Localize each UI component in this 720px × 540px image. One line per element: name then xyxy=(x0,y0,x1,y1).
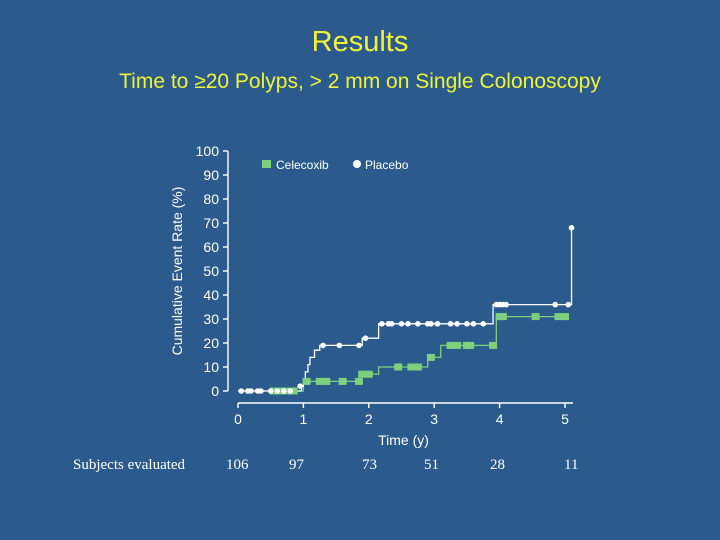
celecoxib-marker xyxy=(489,341,498,349)
celecoxib-marker xyxy=(358,370,367,378)
x-tick-label: 4 xyxy=(496,411,504,427)
placebo-marker xyxy=(297,383,303,390)
y-tick-label: 10 xyxy=(203,359,219,375)
y-tick-label: 80 xyxy=(203,191,219,207)
celecoxib-marker xyxy=(302,377,311,385)
placebo-marker xyxy=(238,388,245,394)
y-axis-label: Cumulative Event Rate (%) xyxy=(169,187,185,356)
celecoxib-marker xyxy=(289,387,298,395)
placebo-marker xyxy=(248,388,254,394)
celecoxib-marker xyxy=(276,387,285,395)
placebo-marker xyxy=(379,321,385,327)
placebo-marker xyxy=(454,321,460,327)
placebo-marker xyxy=(470,321,477,327)
placebo-marker xyxy=(287,388,294,394)
celecoxib-marker xyxy=(498,313,507,321)
x-tick-label: 0 xyxy=(234,411,242,427)
y-tick-label: 50 xyxy=(203,263,219,279)
subjects-count: 106 xyxy=(226,457,249,473)
subjects-evaluated-row: Subjects evaluated 106 97 73 51 28 11 xyxy=(0,457,720,477)
celecoxib-marker xyxy=(453,341,462,349)
chart-axes: 0 10 20 30 40 50 60 70 80 90 100 0 1 2 3 4 5 Time (y) Cumu… xyxy=(169,143,573,448)
x-tick-label: 1 xyxy=(300,411,308,427)
placebo-marker xyxy=(280,388,287,394)
placebo-marker xyxy=(503,301,509,308)
celecoxib-marker xyxy=(554,313,563,321)
subjects-count: 97 xyxy=(289,457,304,473)
y-tick-label: 30 xyxy=(203,311,219,327)
celecoxib-marker xyxy=(283,387,292,395)
placebo-marker xyxy=(568,225,575,231)
placebo-marker xyxy=(356,342,362,349)
subjects-evaluated-label: Subjects evaluated xyxy=(73,457,186,473)
placebo-marker xyxy=(464,321,470,327)
x-tick-label: 5 xyxy=(561,411,569,427)
legend-celecoxib-swatch xyxy=(262,160,271,168)
celecoxib-marker xyxy=(446,341,455,349)
celecoxib-marker xyxy=(413,363,422,371)
placebo-marker xyxy=(434,321,441,327)
celecoxib-marker xyxy=(561,313,569,321)
placebo-marker xyxy=(274,388,281,394)
placebo-marker xyxy=(428,321,434,327)
placebo-marker xyxy=(258,388,264,394)
x-axis-label: Time (y) xyxy=(378,432,429,448)
subjects-count: 51 xyxy=(424,457,439,473)
celecoxib-marker xyxy=(322,377,331,385)
placebo-marker xyxy=(336,342,343,349)
placebo-marker xyxy=(388,321,395,327)
placebo-marker xyxy=(552,301,558,308)
subjects-count: 28 xyxy=(490,457,505,473)
celecoxib-marker xyxy=(426,353,435,361)
y-tick-label: 40 xyxy=(203,287,219,303)
subjects-count: 73 xyxy=(362,457,377,473)
placebo-marker xyxy=(267,388,274,394)
subjects-count: 11 xyxy=(564,457,579,473)
celecoxib-marker xyxy=(354,377,363,385)
y-tick-label: 60 xyxy=(203,239,219,255)
placebo-marker xyxy=(480,321,487,327)
slide-title: Results xyxy=(311,26,409,58)
y-tick-label: 90 xyxy=(203,167,219,183)
placebo-marker xyxy=(320,342,326,349)
celecoxib-marker xyxy=(338,377,347,385)
celecoxib-marker xyxy=(394,363,403,371)
y-tick-label: 70 xyxy=(203,215,219,231)
celecoxib-marker xyxy=(315,377,324,385)
series-line-celecoxib xyxy=(238,315,565,392)
celecoxib-marker xyxy=(531,313,540,321)
celecoxib-marker xyxy=(407,363,416,371)
y-tick-label: 20 xyxy=(203,335,219,351)
celecoxib-marker xyxy=(466,341,475,349)
celecoxib-marker xyxy=(364,370,373,378)
legend-celecoxib-label: Celecoxib xyxy=(276,158,329,172)
placebo-marker xyxy=(362,335,369,342)
chart-lines xyxy=(238,227,573,392)
legend-placebo-label: Placebo xyxy=(365,158,409,172)
slide-subtitle: Time to ≥20 Polyps, > 2 mm on Single Col… xyxy=(119,70,601,93)
chart-markers xyxy=(238,225,575,395)
legend-placebo-swatch xyxy=(353,160,361,168)
placebo-marker xyxy=(415,321,421,327)
celecoxib-marker xyxy=(269,387,278,395)
chart-legend: Celecoxib Placebo xyxy=(262,158,409,172)
x-tick-label: 3 xyxy=(430,411,438,427)
y-tick-label: 100 xyxy=(196,143,220,159)
y-tick-label: 0 xyxy=(211,383,219,399)
placebo-marker xyxy=(565,301,572,308)
x-tick-label: 2 xyxy=(365,411,373,427)
placebo-marker xyxy=(405,321,411,327)
placebo-marker xyxy=(398,321,405,327)
placebo-marker xyxy=(447,321,454,327)
